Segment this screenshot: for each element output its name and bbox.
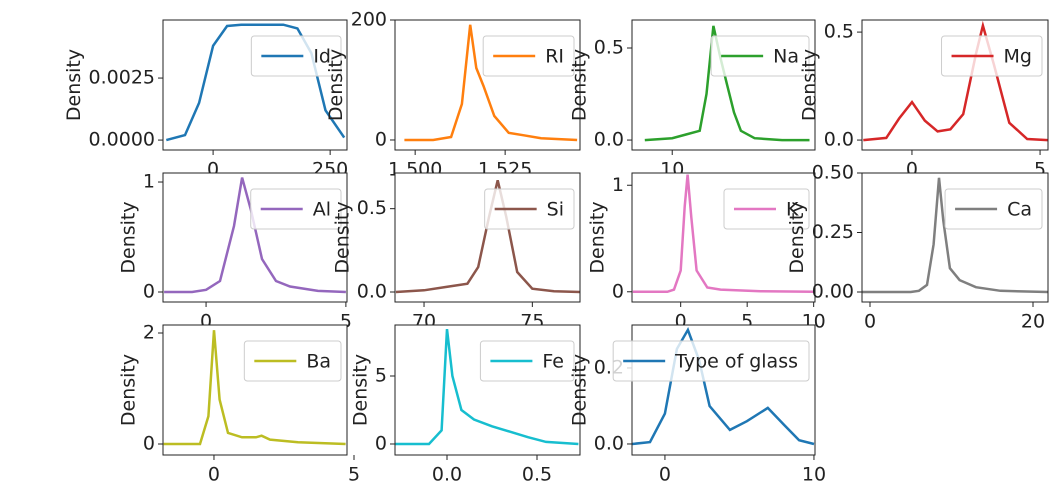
y-tick-label: 0 — [375, 432, 387, 454]
axes-frame — [861, 19, 1049, 151]
density-line — [861, 177, 1048, 294]
y-axis-label: Density — [786, 201, 808, 273]
y-tick-label: 1 — [612, 174, 624, 196]
legend-label: Type of glass — [674, 351, 798, 373]
legend: Ca — [944, 188, 1043, 230]
legend: Si — [484, 188, 575, 230]
y-axis-label: Density — [117, 201, 139, 273]
legend: Type of glass — [612, 340, 810, 382]
legend-label: Id — [313, 46, 331, 68]
y-tick-label: 0.0 — [594, 129, 624, 151]
y-tick-label: 0.5 — [594, 36, 624, 58]
axes-frame — [162, 172, 348, 303]
density-line — [163, 330, 346, 446]
y-tick-label: 0 — [612, 280, 624, 302]
x-tick-label: 0 — [208, 464, 220, 486]
axes-frame — [394, 19, 581, 151]
axes-frame — [394, 172, 581, 303]
y-tick-label: 0.5 — [824, 21, 854, 43]
y-tick-label: 1 — [143, 171, 155, 193]
subplot: 0 2 0 5 Density Ba — [117, 321, 360, 485]
x-tick-label: 0 — [659, 464, 671, 486]
density-line — [164, 177, 346, 294]
y-axis-label: Density — [568, 354, 590, 426]
legend: Mg — [941, 35, 1043, 77]
y-tick-label: 0.00 — [812, 281, 854, 303]
axes-frame — [162, 19, 348, 151]
legend-label: Mg — [1004, 46, 1032, 68]
x-tick-label: 0.0 — [432, 464, 462, 486]
y-tick-label: 0.25 — [812, 221, 854, 243]
y-tick-label: 0 — [143, 433, 155, 455]
y-axis-label: Density — [568, 49, 590, 121]
y-tick-label: 0.0 — [824, 129, 854, 151]
legend: Fe — [479, 340, 575, 382]
y-axis-label: Density — [63, 49, 85, 121]
legend-label: Na — [773, 46, 799, 68]
y-tick-label: 200 — [351, 9, 387, 31]
y-tick-label: 0 — [375, 128, 387, 150]
legend-label: RI — [545, 46, 564, 68]
x-tick-label: 0 — [864, 311, 876, 333]
axes-frame — [162, 324, 348, 456]
legend: Al — [250, 188, 342, 230]
y-tick-label: 0.0 — [357, 281, 387, 303]
density-line — [394, 328, 579, 446]
x-tick-label: 10 — [802, 464, 826, 486]
legend-box — [612, 340, 810, 382]
axes-frame — [631, 172, 816, 303]
axes-frame — [631, 324, 816, 456]
y-tick-label: 0 — [143, 280, 155, 302]
legend-label: Al — [313, 199, 331, 221]
y-tick-label: 2 — [143, 321, 155, 343]
axes-frame — [861, 172, 1049, 303]
legend: K — [723, 188, 810, 230]
axes-frame — [394, 324, 581, 456]
y-tick-label: 0.0000 — [89, 129, 155, 151]
density-line — [632, 174, 814, 294]
y-tick-label: 0.5 — [357, 197, 387, 219]
subplot: 0.00 0.25 0.50 0 20 Density Ca — [786, 162, 1049, 333]
legend: Id — [250, 35, 342, 77]
y-axis-label: Density — [349, 354, 371, 426]
axes-frame — [631, 19, 816, 151]
x-tick-label: 20 — [1021, 311, 1045, 333]
y-tick-label: 0.0025 — [89, 67, 155, 89]
legend: Na — [710, 35, 810, 77]
x-tick-label: 0.5 — [522, 464, 552, 486]
legend-label: Ca — [1007, 199, 1032, 221]
legend: RI — [482, 35, 575, 77]
legend-label: K — [786, 199, 799, 221]
y-tick-label: 0.50 — [812, 162, 854, 184]
legend-label: Ba — [306, 351, 331, 373]
legend-label: Fe — [542, 351, 564, 373]
y-tick-label: 5 — [375, 364, 387, 386]
legend-label: Si — [547, 199, 564, 221]
legend: Ba — [243, 340, 342, 382]
y-tick-label: 0.0 — [594, 432, 624, 454]
y-axis-label: Density — [798, 49, 820, 121]
density-line — [863, 20, 1048, 142]
y-axis-label: Density — [117, 354, 139, 426]
y-axis-label: Density — [586, 201, 608, 273]
y-axis-label: Density — [325, 49, 347, 121]
density-line — [631, 326, 815, 446]
density-line — [404, 24, 578, 142]
y-axis-label: Density — [331, 201, 353, 273]
x-tick-label: 5 — [348, 464, 360, 486]
